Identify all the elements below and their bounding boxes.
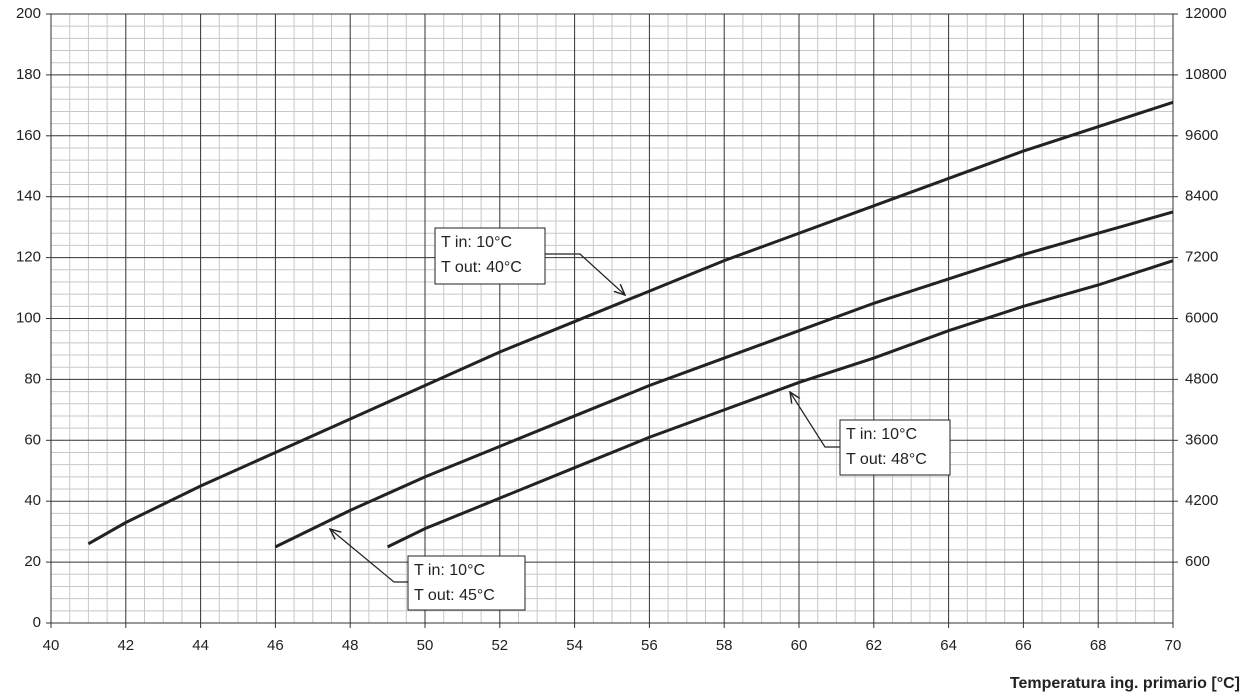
annotation-text: T out: 40°C [441, 259, 522, 276]
y2-tick-label: 10800 [1185, 66, 1227, 83]
y-tick-label: 100 [16, 309, 41, 326]
x-tick-label: 42 [117, 637, 134, 654]
annotation-text: T in: 10°C [414, 562, 485, 579]
series-line [87, 100, 1174, 546]
y2-tick-label: 12000 [1185, 5, 1227, 22]
x-tick-label: 48 [342, 637, 359, 654]
x-tick-label: 64 [940, 637, 957, 654]
x-tick-label: 66 [1015, 637, 1032, 654]
annotation-box [839, 419, 951, 476]
annotation-text: T out: 48°C [846, 451, 927, 468]
y2-tick-label: 600 [1185, 553, 1210, 570]
annotation-box [407, 555, 526, 611]
y-tick-label: 20 [24, 553, 41, 570]
x-tick-label: 50 [417, 637, 434, 654]
x-tick-label: 56 [641, 637, 658, 654]
y-tick-label: 140 [16, 188, 41, 205]
y-tick-label: 80 [24, 370, 41, 387]
y-tick-label: 120 [16, 249, 41, 266]
x-tick-label: 40 [43, 637, 60, 654]
x-tick-label: 68 [1090, 637, 1107, 654]
y-tick-label: 200 [16, 5, 41, 22]
x-tick-label: 54 [566, 637, 583, 654]
annotation-text: T out: 45°C [414, 587, 495, 604]
annotation-leader [545, 253, 625, 295]
annotation: T in: 10°C T out: 40°C [434, 227, 625, 295]
x-tick-label: 62 [865, 637, 882, 654]
y2-tick-label: 3600 [1185, 431, 1218, 448]
y2-tick-label: 7200 [1185, 249, 1218, 266]
y2-tick-label: 8400 [1185, 188, 1218, 205]
annotation-text: T in: 10°C [441, 234, 512, 251]
x-tick-label: 44 [192, 637, 209, 654]
plot-frame [50, 13, 1174, 624]
y-tick-label: 160 [16, 127, 41, 144]
x-tick-label: 60 [791, 637, 808, 654]
annotation: T in: 10°C T out: 45°C [330, 529, 526, 611]
y-tick-label: 0 [33, 614, 41, 631]
x-tick-label: 52 [491, 637, 508, 654]
series-line [274, 210, 1174, 549]
annotation-leader [330, 529, 408, 583]
y2-tick-label: 4200 [1185, 492, 1218, 509]
annotation: T in: 10°C T out: 48°C [790, 392, 951, 476]
x-tick-label: 46 [267, 637, 284, 654]
y-tick-label: 60 [24, 431, 41, 448]
x-axis-title: Temperatura ing. primario [°C] [1010, 675, 1240, 692]
x-tick-label: 58 [716, 637, 733, 654]
x-tick-label: 70 [1165, 637, 1182, 654]
annotation-text: T in: 10°C [846, 426, 917, 443]
annotation-leader [790, 392, 840, 448]
series-line [386, 259, 1174, 549]
y2-tick-label: 4800 [1185, 370, 1218, 387]
y2-tick-label: 9600 [1185, 127, 1218, 144]
y2-tick-label: 6000 [1185, 309, 1218, 326]
annotation-box [434, 227, 546, 285]
y-tick-label: 40 [24, 492, 41, 509]
y-tick-label: 180 [16, 66, 41, 83]
